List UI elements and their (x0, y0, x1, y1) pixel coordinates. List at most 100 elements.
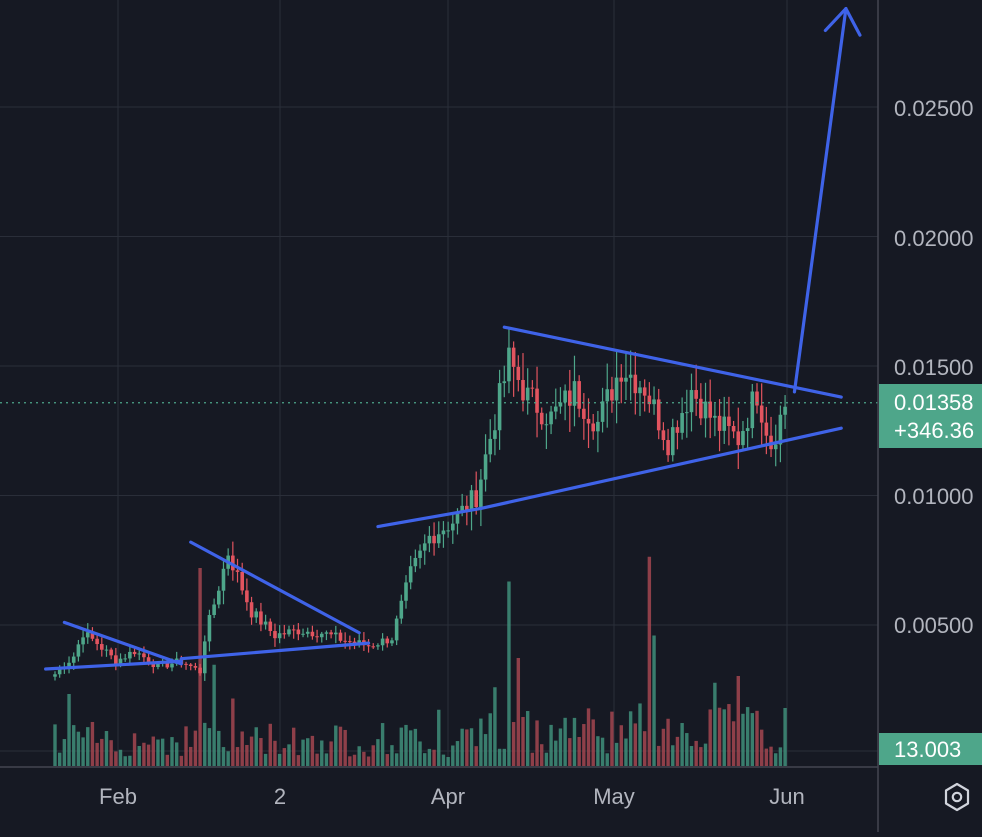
candle-body (670, 427, 675, 456)
volume-bar (554, 740, 558, 766)
volume-bar (95, 742, 99, 766)
volume-bar (263, 753, 268, 766)
volume-bar (540, 744, 544, 766)
volume-bar (413, 728, 418, 766)
candle-body (745, 428, 750, 432)
volume-bar (366, 756, 371, 766)
volume-bar (469, 728, 474, 766)
volume-bar (521, 716, 525, 766)
volume-bar (380, 723, 385, 766)
volume-bar (783, 707, 787, 766)
candle-body (525, 387, 530, 401)
candle-body (539, 412, 544, 425)
volume-bar (146, 744, 151, 766)
candle-body (596, 421, 600, 432)
volume-bar (90, 721, 95, 766)
time-axis[interactable]: Feb 2 Apr May Jun (99, 784, 805, 809)
volume-bar (666, 718, 670, 766)
volume-bar (586, 708, 591, 766)
volume-bar (291, 727, 296, 766)
volume-bar (418, 741, 422, 766)
candle-body (221, 568, 226, 591)
projection-arrow-shaft (792, 6, 848, 394)
chart-settings-button[interactable] (938, 778, 976, 816)
candle-body (380, 638, 385, 646)
volume-bar (427, 748, 432, 766)
volume-bar (759, 729, 764, 766)
candle-body (460, 505, 464, 513)
volume-bar (774, 753, 778, 766)
volume-bar (460, 728, 464, 766)
candle-body (81, 637, 85, 645)
volume-bar (689, 746, 694, 766)
candle-body (778, 414, 783, 445)
candle-body (245, 590, 249, 603)
candlestick-series (53, 328, 787, 681)
volume-bar (596, 736, 600, 766)
candle-body (357, 640, 361, 644)
candle-body (282, 633, 287, 635)
candle-body (521, 379, 525, 401)
volume-bar (399, 727, 404, 766)
volume-bar (755, 710, 759, 766)
volume-bar (408, 730, 413, 766)
volume-bar (174, 742, 179, 766)
volume-bar (745, 707, 750, 766)
candle-body (352, 641, 357, 644)
time-tick-label: 2 (274, 784, 286, 809)
volume-bar (128, 755, 132, 766)
candle-body (422, 543, 427, 551)
volume-bar (165, 754, 170, 766)
volume-bar (432, 749, 436, 766)
candle-body (212, 604, 216, 616)
candle-body (343, 640, 347, 642)
candle-body (708, 401, 712, 418)
volume-bar (62, 739, 67, 766)
volume-bar (394, 753, 399, 766)
volume-bar (53, 724, 57, 766)
volume-bar (338, 726, 343, 766)
candle-body (319, 633, 324, 638)
volume-bar (437, 709, 441, 766)
candle-body (572, 381, 577, 406)
volume-bar (614, 742, 619, 766)
volume-bar (179, 755, 184, 766)
candle-body (114, 655, 118, 665)
candle-body (600, 401, 605, 422)
candle-body (95, 638, 99, 645)
volume-bar (582, 724, 586, 766)
candle-body (666, 440, 670, 456)
projection-arrow-head (823, 6, 862, 37)
volume-bar (483, 734, 488, 766)
volume-bar (231, 698, 235, 766)
candle-body (638, 387, 642, 394)
volume-bar (57, 752, 62, 766)
volume-bar (100, 738, 104, 766)
price-tick-label: 0.01000 (894, 484, 974, 509)
candle-body (465, 505, 469, 512)
candle-body (254, 611, 259, 618)
candle-body (624, 377, 628, 382)
volume-bar (563, 717, 567, 766)
trendline-drawings[interactable] (44, 6, 862, 671)
candle-body (376, 645, 380, 647)
volume-bar (123, 756, 127, 766)
volume-bar (235, 747, 240, 766)
volume-bar (137, 746, 141, 766)
volume-bar (516, 658, 521, 766)
candle-body (67, 662, 71, 669)
candle-body (493, 430, 497, 439)
candle-body (661, 430, 666, 441)
volume-bar (544, 752, 549, 766)
candle-body (446, 530, 450, 532)
candle-body (305, 631, 310, 634)
time-tick-label: Apr (431, 784, 465, 809)
volume-bar (572, 717, 577, 766)
price-tick-label: 0.02500 (894, 96, 974, 121)
volume-bar (764, 748, 769, 766)
candle-body (418, 550, 422, 558)
volume-bar (72, 725, 76, 766)
price-axis[interactable]: 0.02500 0.02000 0.01500 0.01000 0.00500 … (879, 96, 982, 765)
volume-bar (465, 729, 469, 766)
